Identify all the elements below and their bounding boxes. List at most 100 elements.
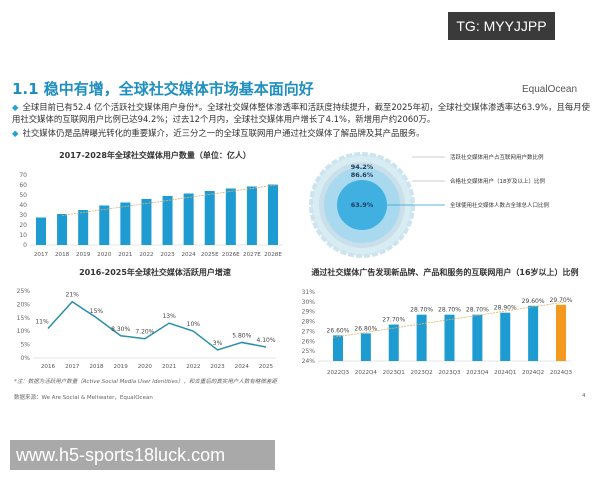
chart2-data-label: 3% xyxy=(213,340,223,347)
chart3-ytick: 25% xyxy=(302,348,316,355)
chart3-xtick: 2022Q4 xyxy=(355,370,378,376)
chart3-bar xyxy=(556,304,566,361)
chart1-bar xyxy=(99,205,110,245)
chart1-bar xyxy=(78,210,89,245)
chart1-bar xyxy=(36,217,46,245)
diamond-icon: ◆ xyxy=(12,102,19,112)
chart3-xtick: 2022Q3 xyxy=(327,370,350,376)
chart3-bar xyxy=(500,312,511,361)
chart1-bar xyxy=(183,193,194,245)
bottom-watermark: www.h5-sports18luck.com xyxy=(10,440,275,470)
ring-legend-label: 全球使用社交媒体人数占全球总人口比例 xyxy=(450,201,550,209)
chart1-bar xyxy=(268,184,278,245)
chart2-data-label: 4.10% xyxy=(256,337,275,344)
bullet-2: ◆ 社交媒体仍是品牌曝光转化的重要媒介，近三分之一的全球互联网用户通过社交媒体了解… xyxy=(12,127,592,139)
chart1-trendline xyxy=(62,184,280,216)
chart1-ytick: 0 xyxy=(23,242,27,249)
chart3-ytick: 29% xyxy=(302,309,316,316)
chart1-ytick: 30 xyxy=(19,212,27,219)
chart1-xtick: 2021 xyxy=(118,252,133,258)
top-watermark: TG: MYYJJPP xyxy=(448,12,555,40)
chart3-data-label: 28.70% xyxy=(466,307,489,314)
chart1-ytick: 70 xyxy=(19,172,27,179)
chart2-data-label: 8.30% xyxy=(111,326,130,333)
chart3-ytick: 30% xyxy=(302,299,316,306)
ring-value: 63.9% xyxy=(351,201,374,209)
chart1-ytick: 50 xyxy=(19,192,27,199)
chart3-bar xyxy=(388,324,399,361)
chart2-ytick: 20% xyxy=(17,301,31,308)
chart3-data-label: 27.70% xyxy=(382,317,405,324)
chart2-xtick: 2023 xyxy=(210,364,225,370)
chart2-xtick: 2018 xyxy=(89,364,104,370)
chart3-bar xyxy=(416,314,427,361)
chart2-data-label: 11% xyxy=(35,319,49,326)
chart3-ytick: 24% xyxy=(302,358,316,365)
chart3-xtick: 2024Q2 xyxy=(522,370,544,376)
chart2-line xyxy=(47,300,267,351)
ring-legend-label: 合格社交媒体用户（18岁及以上）比例 xyxy=(450,177,545,185)
chart2-ytick: 10% xyxy=(17,328,31,335)
chart2-ytick: 15% xyxy=(17,315,31,322)
logo: EqualOcean xyxy=(522,84,578,95)
chart3-bar xyxy=(472,314,483,361)
chart1-xtick: 2028E xyxy=(264,252,282,258)
chart3-data-label: 26.80% xyxy=(354,325,377,332)
page-title: 1.1 稳中有增，全球社交媒体市场基本面向好 xyxy=(12,80,314,98)
chart1-bar xyxy=(57,214,68,245)
chart1-bar xyxy=(162,196,173,245)
chart3-title: 通过社交媒体广告发现新品牌、产品和服务的互联网用户（16岁以上）比例 xyxy=(311,268,579,277)
chart2-xtick: 2022 xyxy=(186,364,200,370)
chart1-ytick: 10 xyxy=(19,232,27,239)
chart1-bar xyxy=(204,191,215,245)
chart1-xtick: 2017 xyxy=(34,252,49,258)
chart2-ytick: 25% xyxy=(17,288,31,295)
chart1-xtick: 2019 xyxy=(76,252,91,258)
chart1-bar xyxy=(225,188,236,245)
chart2-xtick: 2021 xyxy=(162,364,177,370)
chart1-xtick: 2026E xyxy=(222,252,240,258)
chart3-ytick: 31% xyxy=(302,289,316,296)
chart3-xtick: 2023Q2 xyxy=(411,370,433,376)
chart3-xtick: 2023Q4 xyxy=(466,370,489,376)
footnote: *注：数据为活跃用户数量（Active Social Media User Id… xyxy=(14,379,277,385)
chart3-data-label: 28.90% xyxy=(494,305,517,312)
chart3-data-label: 28.70% xyxy=(410,307,433,314)
chart3-xtick: 2023Q1 xyxy=(383,370,406,376)
chart1-ytick: 40 xyxy=(19,202,27,209)
bullet-1: ◆ 全球目前已有52.4 亿个活跃社交媒体用户身份*。全球社交媒体整体渗透率和活跃… xyxy=(12,101,592,125)
chart3-data-label: 28.70% xyxy=(438,307,461,314)
chart2-data-label: 7.20% xyxy=(135,329,154,336)
chart2-data-label: 15% xyxy=(90,308,104,315)
chart1-xtick: 2024 xyxy=(182,252,197,258)
chart2-xtick: 2025 xyxy=(259,364,274,370)
chart1-bar xyxy=(120,202,131,245)
chart1-ytick: 60 xyxy=(19,182,27,189)
chart1-title: 2017-2028年全球社交媒体用户数量（单位：亿人） xyxy=(59,151,251,160)
chart1-xtick: 2018 xyxy=(55,252,70,258)
chart3-xtick: 2024Q3 xyxy=(550,370,573,376)
bullet-text: 社交媒体仍是品牌曝光转化的重要媒介，近三分之一的全球互联网用户通过社交媒体了解品… xyxy=(22,128,425,138)
chart2-xtick: 2017 xyxy=(65,364,80,370)
chart2-xtick: 2016 xyxy=(41,364,56,370)
chart3-data-label: 29.70% xyxy=(550,297,573,304)
chart2-xtick: 2024 xyxy=(235,364,250,370)
chart3-data-label: 26.60% xyxy=(327,327,350,334)
data-source: 数据来源：We Are Social & Meltwater，EqualOcea… xyxy=(14,395,153,401)
chart1-ytick: 20 xyxy=(19,222,27,229)
chart2-xtick: 2019 xyxy=(114,364,129,370)
chart2-data-label: 5.80% xyxy=(232,332,251,339)
chart3-ytick: 28% xyxy=(302,319,316,326)
ring-64 xyxy=(337,180,387,230)
chart3-data-label: 29.60% xyxy=(522,298,545,305)
chart2-ytick: 5% xyxy=(20,342,30,349)
ring-value: 94.2% xyxy=(351,163,374,171)
chart3-bar xyxy=(444,314,455,361)
chart3-bar xyxy=(528,305,539,361)
ring-value: 86.6% xyxy=(351,171,374,179)
chart1-xtick: 2022 xyxy=(139,252,153,258)
ring-legend-label: 活跃社交媒体用户占互联网用户数比例 xyxy=(450,153,544,161)
chart1-xtick: 2023 xyxy=(160,252,175,258)
chart1-bar xyxy=(141,199,152,245)
chart2-ytick: 0% xyxy=(20,355,30,362)
